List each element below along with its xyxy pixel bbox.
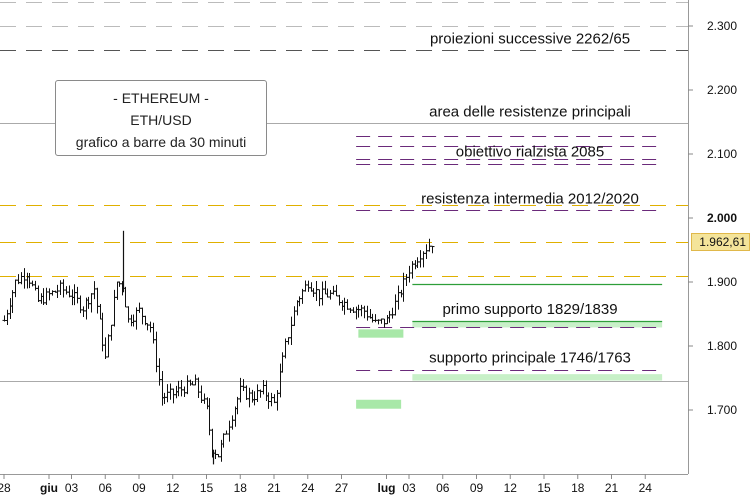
x-tick-label: 21 [605, 481, 619, 495]
x-tick-label: 03 [402, 481, 416, 495]
x-tick-label: lug [378, 481, 396, 495]
x-tick-label: 18 [571, 481, 585, 495]
info-box-pair: ETH/USD [130, 112, 192, 128]
y-tick-label: 2.100 [707, 147, 737, 161]
info-box-instrument-name: - ETHEREUM - [113, 90, 209, 106]
x-tick-label: giu [40, 481, 58, 495]
last-price-tag: 1.962,61 [691, 233, 750, 251]
x-tick-label: 18 [234, 481, 248, 495]
level-annotation: supporto principale 1746/1763 [429, 350, 631, 367]
support-zone [412, 321, 663, 328]
price-levels [0, 2, 688, 382]
support-zone [358, 329, 404, 338]
x-tick-label: 28 [0, 481, 11, 495]
y-tick-label: 2.000 [707, 211, 737, 225]
x-tick-label: 09 [132, 481, 146, 495]
y-tick-label: 2.300 [707, 19, 737, 33]
x-tick-label: 12 [166, 481, 180, 495]
level-annotations: proiezioni successive 2262/65 area delle … [421, 30, 639, 366]
x-tick-label: 06 [436, 481, 450, 495]
x-tick-label: 06 [99, 481, 113, 495]
x-tick-label: 24 [639, 481, 653, 495]
price-bars [2, 230, 435, 465]
level-annotation: resistenza intermedia 2012/2020 [421, 190, 639, 207]
y-tick-label: 1.900 [707, 275, 737, 289]
x-tick-label: 21 [267, 481, 281, 495]
x-tick-label: 27 [335, 481, 349, 495]
y-tick-label: 1.800 [707, 339, 737, 353]
x-tick-label: 15 [200, 481, 214, 495]
support-zone [356, 399, 402, 409]
x-tick-label: 09 [470, 481, 484, 495]
x-axis: 28 giu 03 06 09 12 15 18 21 24 27 lug 03 06 09 12 15 18 21… [0, 474, 652, 495]
chart-info-box: - ETHEREUM - ETH/USD grafico a barre da … [55, 80, 267, 156]
x-tick-label: 24 [301, 481, 315, 495]
y-tick-label: 1.700 [707, 403, 737, 417]
x-tick-label: 15 [537, 481, 551, 495]
level-annotation: area delle resistenze principali [429, 103, 631, 120]
level-annotation: primo supporto 1829/1839 [442, 301, 617, 318]
support-zones [356, 321, 663, 409]
y-tick-label: 2.200 [707, 83, 737, 97]
info-box-timeframe: grafico a barre da 30 minuti [75, 134, 247, 150]
x-tick-label: 12 [504, 481, 518, 495]
level-annotation: proiezioni successive 2262/65 [430, 30, 630, 47]
x-axis-panel [0, 474, 750, 500]
level-annotation: obiettivo rialzista 2085 [456, 144, 604, 161]
x-tick-label: 03 [65, 481, 79, 495]
support-zone [412, 374, 663, 381]
